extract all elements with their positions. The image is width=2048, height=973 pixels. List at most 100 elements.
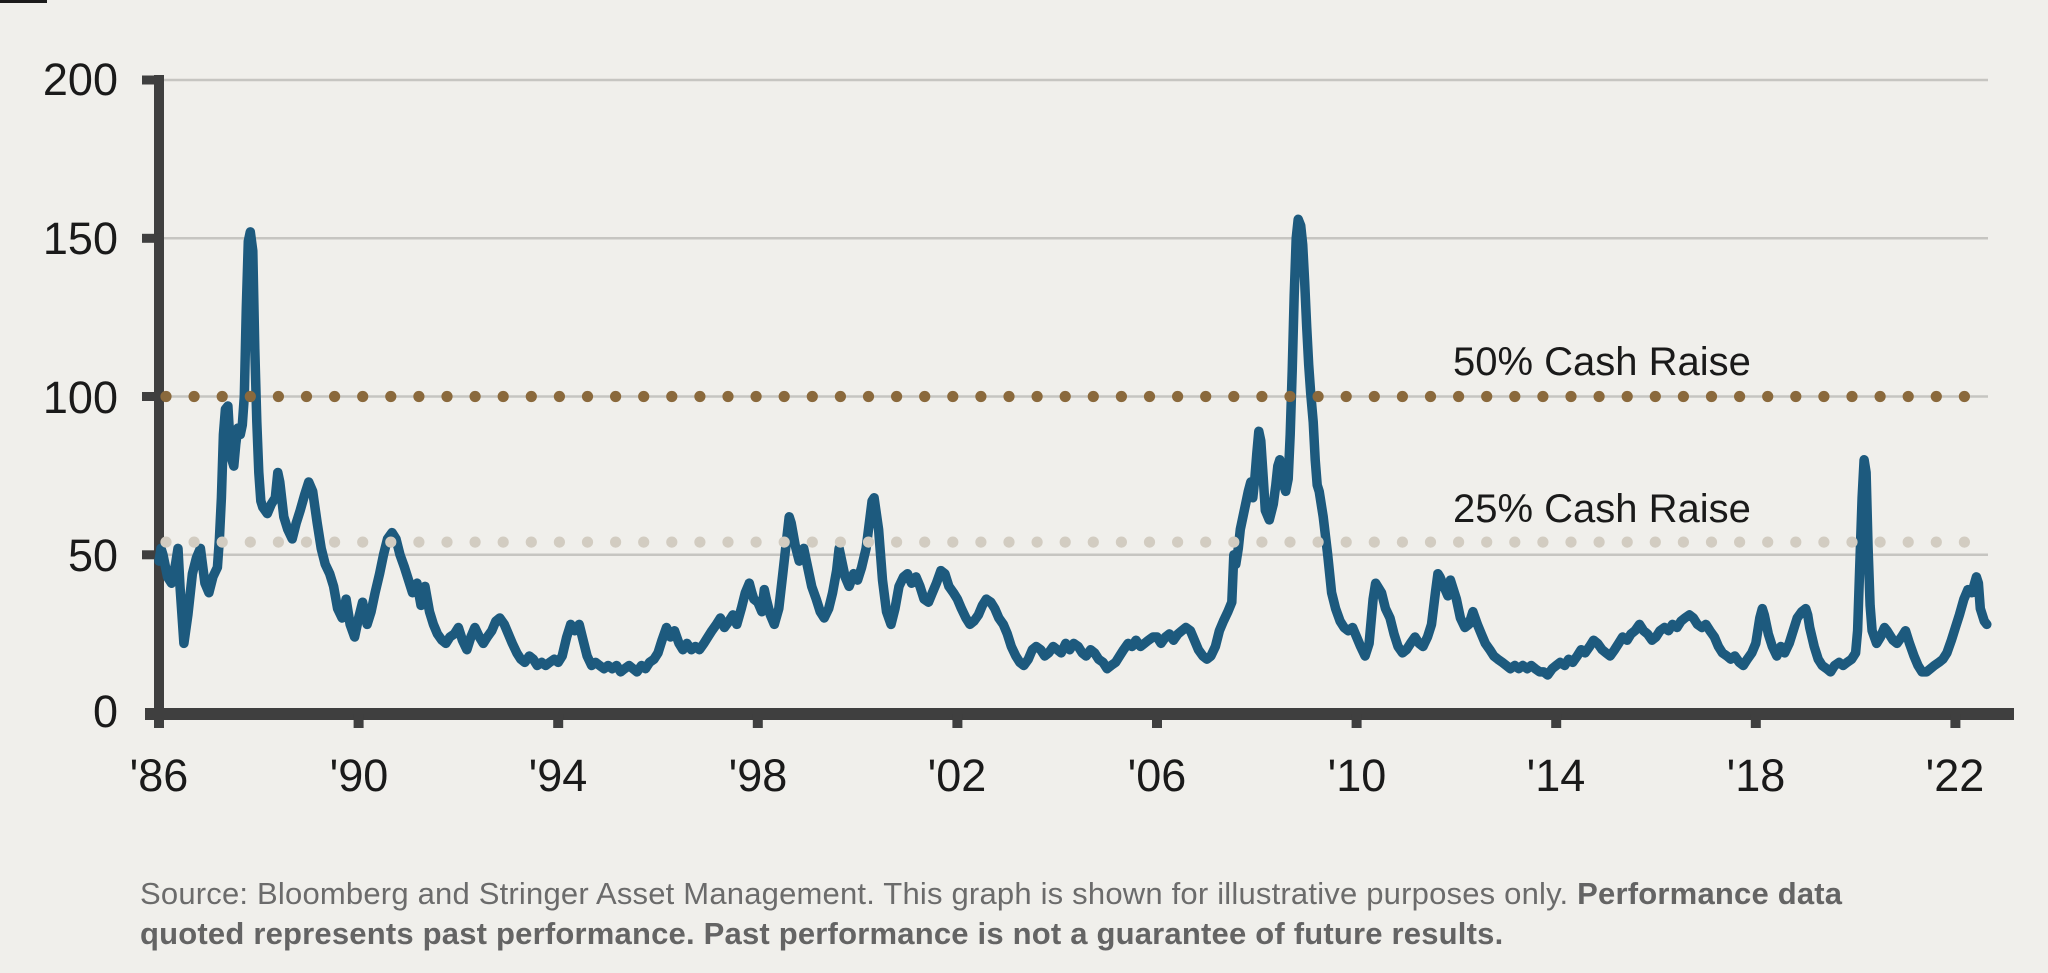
threshold-dot — [806, 390, 818, 403]
threshold-dot — [750, 390, 762, 403]
threshold-dot — [722, 536, 734, 548]
x-axis-labels: '86 '90 '94 '98 '02 '06 '10 '14 '18 '22 — [130, 750, 1985, 801]
x-axis-label-14: '14 — [1527, 750, 1586, 801]
threshold-dot — [385, 536, 397, 548]
threshold-dot — [160, 536, 172, 548]
threshold-dot — [891, 536, 903, 548]
series-line-group — [154, 214, 1992, 680]
threshold-dot — [1143, 390, 1156, 403]
x-tick-1990 — [353, 714, 364, 728]
threshold-dot — [357, 536, 369, 548]
threshold-dot — [1818, 536, 1830, 548]
threshold-dot — [1453, 390, 1465, 403]
threshold-dot — [441, 390, 453, 403]
threshold-dot — [694, 536, 706, 548]
threshold-dot — [188, 536, 200, 548]
threshold-dot — [1649, 536, 1661, 548]
threshold-dot — [1115, 390, 1127, 403]
y-axis-label-50: 50 — [68, 530, 118, 581]
threshold-dot — [1958, 536, 1970, 548]
gridlines — [164, 78, 1988, 557]
threshold-dot — [1537, 390, 1549, 403]
threshold-dot — [300, 536, 313, 548]
threshold-dot — [666, 536, 678, 548]
threshold-dot — [1256, 390, 1268, 403]
x-tick-2022 — [1950, 714, 1961, 728]
x-axis-label-06: '06 — [1128, 750, 1187, 801]
threshold-dot — [610, 536, 622, 548]
threshold-dot — [1621, 536, 1633, 548]
threshold-dot — [1734, 390, 1746, 403]
x-tick-2018 — [1750, 714, 1761, 728]
y-axis-label-100: 100 — [43, 372, 118, 423]
threshold-dot — [1031, 536, 1043, 548]
x-axis-label-98: '98 — [729, 750, 788, 801]
x-tick-1986 — [154, 714, 164, 728]
threshold-dot — [1087, 390, 1099, 403]
threshold-dot — [1368, 536, 1380, 548]
threshold-dot — [947, 390, 959, 403]
y-tick-100 — [142, 392, 164, 401]
threshold-dot — [1902, 390, 1914, 403]
x-tick-2014 — [1551, 714, 1562, 728]
threshold-dot — [216, 536, 228, 548]
threshold-dot — [1200, 390, 1212, 403]
threshold-dot — [1621, 390, 1633, 403]
threshold-dot — [750, 536, 762, 548]
threshold-dot — [1256, 536, 1268, 548]
x-axis-bar — [145, 708, 2014, 720]
x-tick-1994 — [553, 714, 564, 728]
threshold-dot — [385, 390, 397, 403]
threshold-dot — [1902, 536, 1914, 548]
threshold-25-dots — [160, 536, 1970, 548]
x-axis-label-02: '02 — [928, 750, 987, 801]
threshold-dot — [1228, 390, 1240, 403]
threshold-dot — [469, 536, 481, 548]
threshold-dot — [891, 390, 903, 403]
threshold-dot — [1312, 536, 1324, 548]
threshold-dot — [947, 536, 959, 548]
x-tick-2002 — [952, 714, 963, 728]
threshold-dot — [1846, 390, 1858, 403]
threshold-dot — [919, 390, 931, 403]
threshold-dot — [1509, 536, 1521, 548]
y-axis-label-150: 150 — [43, 213, 118, 264]
threshold-dot — [1424, 390, 1437, 403]
threshold-dot — [1593, 390, 1605, 403]
threshold-dot — [1172, 390, 1184, 403]
threshold-dot — [638, 536, 650, 548]
y-axis-bar — [154, 75, 164, 728]
threshold-dot — [413, 390, 425, 403]
threshold-dot — [1481, 536, 1493, 548]
threshold-dot — [188, 390, 200, 403]
y-axis-label-0: 0 — [93, 686, 118, 737]
threshold-dot — [553, 390, 566, 403]
threshold-dot — [638, 390, 650, 403]
threshold-dot — [1930, 390, 1942, 403]
threshold-dot — [1340, 390, 1352, 403]
threshold-dot — [1115, 536, 1127, 548]
threshold-dot — [1340, 536, 1352, 548]
threshold-dot — [525, 390, 537, 403]
threshold-dot — [1649, 390, 1661, 403]
x-axis-label-94: '94 — [529, 750, 588, 801]
threshold-dot — [1284, 536, 1296, 548]
threshold-dot — [244, 536, 256, 548]
threshold-50-dots — [160, 390, 1970, 403]
threshold-dot — [1453, 536, 1465, 548]
threshold-dot — [329, 536, 341, 548]
threshold-dot — [834, 536, 847, 548]
threshold-dot — [1312, 390, 1324, 403]
threshold-dot — [1762, 390, 1774, 403]
threshold-dot — [1790, 536, 1802, 548]
threshold-dot — [357, 390, 369, 403]
threshold-dot — [1368, 390, 1380, 403]
threshold-dot — [1481, 390, 1493, 403]
threshold-dot — [525, 536, 537, 548]
threshold-dot — [1818, 390, 1830, 403]
threshold-dot — [1059, 390, 1071, 403]
threshold-dot — [1705, 536, 1718, 548]
threshold-dot — [610, 390, 622, 403]
threshold-dot — [1087, 536, 1099, 548]
threshold-dot — [1284, 390, 1296, 403]
